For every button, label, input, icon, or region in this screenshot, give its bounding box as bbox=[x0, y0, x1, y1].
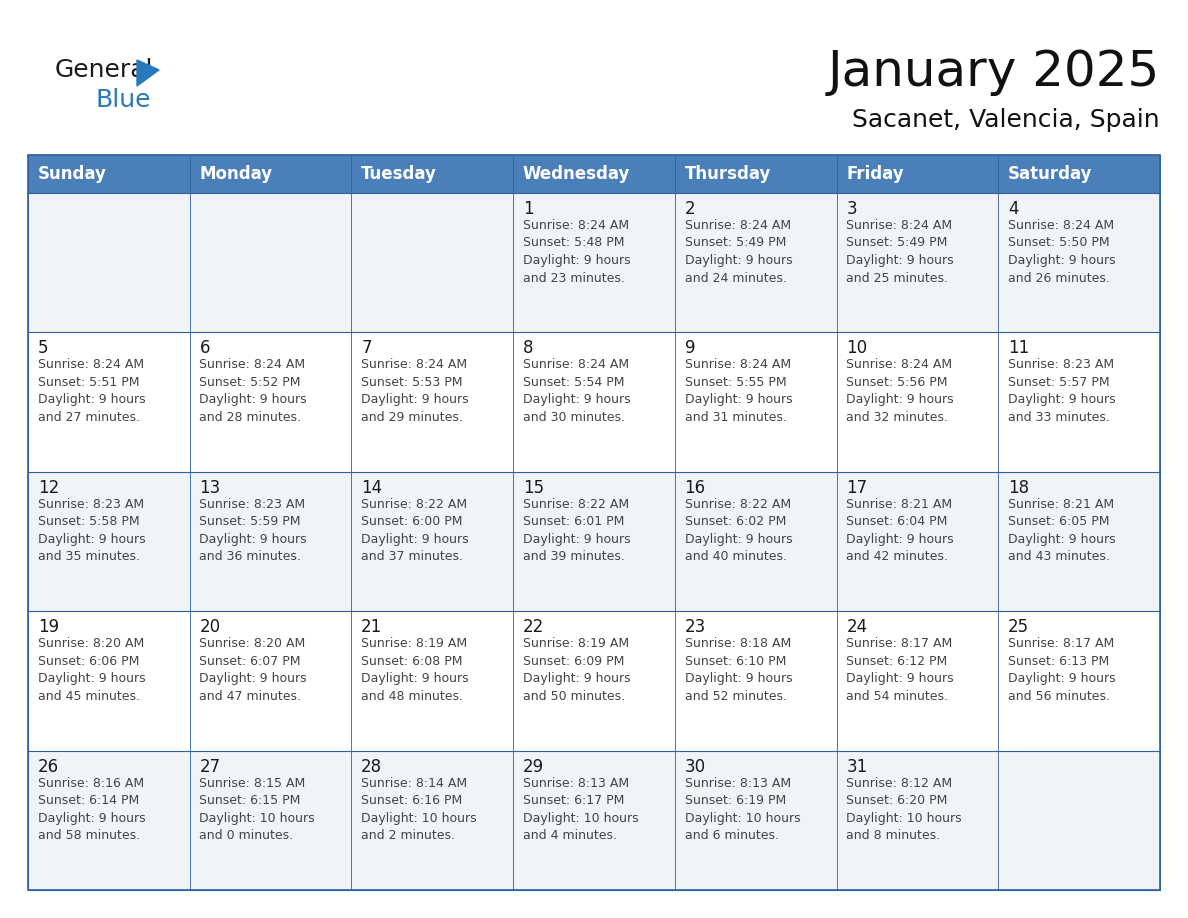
Bar bbox=[190, 155, 352, 193]
Text: Sunrise: 8:19 AM
Sunset: 6:09 PM
Daylight: 9 hours
and 50 minutes.: Sunrise: 8:19 AM Sunset: 6:09 PM Dayligh… bbox=[523, 637, 631, 702]
Text: Friday: Friday bbox=[846, 165, 904, 183]
Bar bbox=[998, 155, 1159, 193]
Text: 23: 23 bbox=[684, 618, 706, 636]
Text: Sunrise: 8:24 AM
Sunset: 5:51 PM
Daylight: 9 hours
and 27 minutes.: Sunrise: 8:24 AM Sunset: 5:51 PM Dayligh… bbox=[38, 358, 145, 424]
Text: Sunrise: 8:12 AM
Sunset: 6:20 PM
Daylight: 10 hours
and 8 minutes.: Sunrise: 8:12 AM Sunset: 6:20 PM Dayligh… bbox=[846, 777, 962, 842]
Text: Blue: Blue bbox=[95, 88, 151, 112]
Text: Sunrise: 8:24 AM
Sunset: 5:56 PM
Daylight: 9 hours
and 32 minutes.: Sunrise: 8:24 AM Sunset: 5:56 PM Dayligh… bbox=[846, 358, 954, 424]
Text: 17: 17 bbox=[846, 479, 867, 497]
Text: Sunrise: 8:20 AM
Sunset: 6:07 PM
Daylight: 9 hours
and 47 minutes.: Sunrise: 8:20 AM Sunset: 6:07 PM Dayligh… bbox=[200, 637, 307, 702]
Text: Thursday: Thursday bbox=[684, 165, 771, 183]
Text: Sunrise: 8:16 AM
Sunset: 6:14 PM
Daylight: 9 hours
and 58 minutes.: Sunrise: 8:16 AM Sunset: 6:14 PM Dayligh… bbox=[38, 777, 145, 842]
Text: 5: 5 bbox=[38, 340, 49, 357]
Text: 26: 26 bbox=[38, 757, 59, 776]
Text: 18: 18 bbox=[1007, 479, 1029, 497]
Text: Sunrise: 8:21 AM
Sunset: 6:05 PM
Daylight: 9 hours
and 43 minutes.: Sunrise: 8:21 AM Sunset: 6:05 PM Dayligh… bbox=[1007, 498, 1116, 564]
Text: 28: 28 bbox=[361, 757, 383, 776]
Text: Sunrise: 8:24 AM
Sunset: 5:55 PM
Daylight: 9 hours
and 31 minutes.: Sunrise: 8:24 AM Sunset: 5:55 PM Dayligh… bbox=[684, 358, 792, 424]
Bar bbox=[836, 155, 998, 193]
Text: 21: 21 bbox=[361, 618, 383, 636]
Text: Sunrise: 8:24 AM
Sunset: 5:54 PM
Daylight: 9 hours
and 30 minutes.: Sunrise: 8:24 AM Sunset: 5:54 PM Dayligh… bbox=[523, 358, 631, 424]
Text: 14: 14 bbox=[361, 479, 383, 497]
Bar bbox=[675, 155, 836, 193]
Text: 8: 8 bbox=[523, 340, 533, 357]
Bar bbox=[352, 155, 513, 193]
Bar bbox=[29, 611, 1159, 751]
Text: Sunrise: 8:13 AM
Sunset: 6:19 PM
Daylight: 10 hours
and 6 minutes.: Sunrise: 8:13 AM Sunset: 6:19 PM Dayligh… bbox=[684, 777, 801, 842]
Text: 22: 22 bbox=[523, 618, 544, 636]
Text: Saturday: Saturday bbox=[1007, 165, 1093, 183]
Text: Sunrise: 8:24 AM
Sunset: 5:50 PM
Daylight: 9 hours
and 26 minutes.: Sunrise: 8:24 AM Sunset: 5:50 PM Dayligh… bbox=[1007, 219, 1116, 285]
Text: 6: 6 bbox=[200, 340, 210, 357]
Text: Sunrise: 8:24 AM
Sunset: 5:48 PM
Daylight: 9 hours
and 23 minutes.: Sunrise: 8:24 AM Sunset: 5:48 PM Dayligh… bbox=[523, 219, 631, 285]
Text: Sunrise: 8:17 AM
Sunset: 6:12 PM
Daylight: 9 hours
and 54 minutes.: Sunrise: 8:17 AM Sunset: 6:12 PM Dayligh… bbox=[846, 637, 954, 702]
Text: 2: 2 bbox=[684, 200, 695, 218]
Text: Sunrise: 8:23 AM
Sunset: 5:57 PM
Daylight: 9 hours
and 33 minutes.: Sunrise: 8:23 AM Sunset: 5:57 PM Dayligh… bbox=[1007, 358, 1116, 424]
Text: Sunrise: 8:23 AM
Sunset: 5:59 PM
Daylight: 9 hours
and 36 minutes.: Sunrise: 8:23 AM Sunset: 5:59 PM Dayligh… bbox=[200, 498, 307, 564]
Bar bbox=[29, 155, 190, 193]
Text: Tuesday: Tuesday bbox=[361, 165, 437, 183]
Text: Sunrise: 8:23 AM
Sunset: 5:58 PM
Daylight: 9 hours
and 35 minutes.: Sunrise: 8:23 AM Sunset: 5:58 PM Dayligh… bbox=[38, 498, 145, 564]
Text: Sunrise: 8:22 AM
Sunset: 6:01 PM
Daylight: 9 hours
and 39 minutes.: Sunrise: 8:22 AM Sunset: 6:01 PM Dayligh… bbox=[523, 498, 631, 564]
Text: 30: 30 bbox=[684, 757, 706, 776]
Text: Sunrise: 8:24 AM
Sunset: 5:52 PM
Daylight: 9 hours
and 28 minutes.: Sunrise: 8:24 AM Sunset: 5:52 PM Dayligh… bbox=[200, 358, 307, 424]
Text: 27: 27 bbox=[200, 757, 221, 776]
Text: 11: 11 bbox=[1007, 340, 1029, 357]
Text: 13: 13 bbox=[200, 479, 221, 497]
Text: 16: 16 bbox=[684, 479, 706, 497]
Text: January 2025: January 2025 bbox=[828, 48, 1159, 96]
Text: 15: 15 bbox=[523, 479, 544, 497]
Polygon shape bbox=[137, 60, 159, 86]
Text: General: General bbox=[55, 58, 153, 82]
Text: 9: 9 bbox=[684, 340, 695, 357]
Text: 24: 24 bbox=[846, 618, 867, 636]
Text: 12: 12 bbox=[38, 479, 59, 497]
Text: Monday: Monday bbox=[200, 165, 272, 183]
Text: Sunrise: 8:17 AM
Sunset: 6:13 PM
Daylight: 9 hours
and 56 minutes.: Sunrise: 8:17 AM Sunset: 6:13 PM Dayligh… bbox=[1007, 637, 1116, 702]
Text: Sunrise: 8:19 AM
Sunset: 6:08 PM
Daylight: 9 hours
and 48 minutes.: Sunrise: 8:19 AM Sunset: 6:08 PM Dayligh… bbox=[361, 637, 469, 702]
Bar bbox=[29, 472, 1159, 611]
Text: 4: 4 bbox=[1007, 200, 1018, 218]
Text: 19: 19 bbox=[38, 618, 59, 636]
Text: Sunrise: 8:24 AM
Sunset: 5:49 PM
Daylight: 9 hours
and 24 minutes.: Sunrise: 8:24 AM Sunset: 5:49 PM Dayligh… bbox=[684, 219, 792, 285]
Text: Sunrise: 8:14 AM
Sunset: 6:16 PM
Daylight: 10 hours
and 2 minutes.: Sunrise: 8:14 AM Sunset: 6:16 PM Dayligh… bbox=[361, 777, 476, 842]
Text: 25: 25 bbox=[1007, 618, 1029, 636]
Text: 1: 1 bbox=[523, 200, 533, 218]
Text: Sunrise: 8:22 AM
Sunset: 6:00 PM
Daylight: 9 hours
and 37 minutes.: Sunrise: 8:22 AM Sunset: 6:00 PM Dayligh… bbox=[361, 498, 469, 564]
Text: Wednesday: Wednesday bbox=[523, 165, 630, 183]
Bar bbox=[513, 155, 675, 193]
Text: Sacanet, Valencia, Spain: Sacanet, Valencia, Spain bbox=[852, 108, 1159, 132]
Text: 10: 10 bbox=[846, 340, 867, 357]
Text: 3: 3 bbox=[846, 200, 857, 218]
Bar bbox=[29, 751, 1159, 890]
Text: Sunrise: 8:21 AM
Sunset: 6:04 PM
Daylight: 9 hours
and 42 minutes.: Sunrise: 8:21 AM Sunset: 6:04 PM Dayligh… bbox=[846, 498, 954, 564]
Text: 20: 20 bbox=[200, 618, 221, 636]
Text: Sunday: Sunday bbox=[38, 165, 107, 183]
Text: Sunrise: 8:24 AM
Sunset: 5:53 PM
Daylight: 9 hours
and 29 minutes.: Sunrise: 8:24 AM Sunset: 5:53 PM Dayligh… bbox=[361, 358, 469, 424]
Bar bbox=[29, 193, 1159, 332]
Text: 7: 7 bbox=[361, 340, 372, 357]
Text: Sunrise: 8:24 AM
Sunset: 5:49 PM
Daylight: 9 hours
and 25 minutes.: Sunrise: 8:24 AM Sunset: 5:49 PM Dayligh… bbox=[846, 219, 954, 285]
Text: Sunrise: 8:15 AM
Sunset: 6:15 PM
Daylight: 10 hours
and 0 minutes.: Sunrise: 8:15 AM Sunset: 6:15 PM Dayligh… bbox=[200, 777, 315, 842]
Text: Sunrise: 8:18 AM
Sunset: 6:10 PM
Daylight: 9 hours
and 52 minutes.: Sunrise: 8:18 AM Sunset: 6:10 PM Dayligh… bbox=[684, 637, 792, 702]
Text: 31: 31 bbox=[846, 757, 867, 776]
Bar bbox=[29, 332, 1159, 472]
Text: 29: 29 bbox=[523, 757, 544, 776]
Text: Sunrise: 8:20 AM
Sunset: 6:06 PM
Daylight: 9 hours
and 45 minutes.: Sunrise: 8:20 AM Sunset: 6:06 PM Dayligh… bbox=[38, 637, 145, 702]
Text: Sunrise: 8:13 AM
Sunset: 6:17 PM
Daylight: 10 hours
and 4 minutes.: Sunrise: 8:13 AM Sunset: 6:17 PM Dayligh… bbox=[523, 777, 638, 842]
Text: Sunrise: 8:22 AM
Sunset: 6:02 PM
Daylight: 9 hours
and 40 minutes.: Sunrise: 8:22 AM Sunset: 6:02 PM Dayligh… bbox=[684, 498, 792, 564]
Bar bbox=[29, 155, 1159, 890]
